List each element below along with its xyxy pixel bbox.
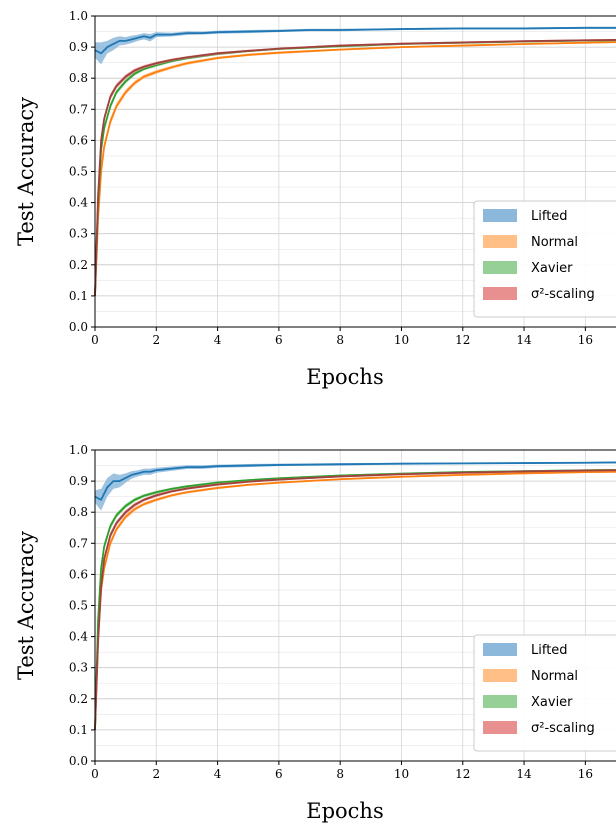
c1-series-1-line: [94, 470, 616, 730]
chart-bottom: 0.0 0.1 0.2 0.3 0.4 0.5 0.6 0.7 0.8 0.9 1.0 0 2 4 6 8 10…: [0, 434, 616, 834]
c1-legend: Lifted Normal Xavier σ²-scaling: [473, 634, 616, 752]
c0-ytick-label-1: 0.1: [69, 289, 88, 303]
c0-xtick-label-0: 0: [91, 333, 99, 347]
c0-ytick-label-3: 0.3: [69, 227, 88, 241]
c1-xtick-label-6: 12: [455, 767, 470, 781]
c0-series-1-line: [94, 41, 616, 296]
c1-ytick-label-4: 0.4: [69, 630, 88, 644]
c0-ylabel: Test Accuracy: [14, 97, 38, 246]
c0-ytick-label-6: 0.6: [69, 133, 88, 147]
chart-bottom-svg: 0.0 0.1 0.2 0.3 0.4 0.5 0.6 0.7 0.8 0.9 1.0 0 2 4 6 8 10…: [14, 443, 616, 823]
c0-xtick-label-6: 12: [455, 333, 470, 347]
c0-xtick-label-4: 8: [336, 333, 344, 347]
c0-series-1: [94, 41, 616, 300]
c0-legend-label-2: Xavier: [531, 261, 573, 276]
c1-xtick-label-8: 16: [578, 767, 593, 781]
c1-series-0-line: [94, 461, 616, 501]
c0-ytick-label-5: 0.5: [69, 165, 88, 179]
c0-legend-swatch-1: [483, 235, 517, 248]
c1-legend-label-1: Normal: [531, 669, 578, 684]
c1-legend-swatch-3: [483, 721, 517, 734]
c0-ytick-label-2: 0.2: [69, 258, 88, 272]
c0-xtick-label-5: 10: [394, 333, 409, 347]
c1-xtick-label-3: 6: [275, 767, 283, 781]
c0-series-0: [94, 26, 616, 65]
c0-grid: [94, 15, 616, 328]
c1-legend-swatch-1: [483, 669, 517, 682]
c0-xlabel: Epochs: [306, 365, 383, 389]
c1-series-3-line: [94, 469, 616, 730]
c1-ytick-label-10: 1.0: [69, 443, 88, 457]
c0-xtick-label-7: 14: [516, 333, 532, 347]
c1-legend-swatch-0: [483, 643, 517, 656]
c1-ytick-label-6: 0.6: [69, 567, 88, 581]
c0-xtick-label-1: 2: [152, 333, 160, 347]
c1-xtick-label-7: 14: [516, 767, 532, 781]
c0-xtick-label-3: 6: [275, 333, 283, 347]
c0-series-0-line: [94, 26, 616, 55]
c1-ytick-label-1: 0.1: [69, 723, 88, 737]
c1-xtick-label-4: 8: [336, 767, 344, 781]
c0-ytick-label-0: 0.0: [69, 320, 88, 334]
c0-legend: Lifted Normal Xavier σ²-scaling: [473, 200, 616, 318]
c1-ytick-label-7: 0.7: [69, 536, 88, 550]
c0-xtick-label-8: 16: [578, 333, 593, 347]
c1-series-0: [94, 461, 616, 511]
c0-ytick-label-4: 0.4: [69, 196, 88, 210]
c0-xtick-label-2: 4: [214, 333, 222, 347]
c0-legend-label-1: Normal: [531, 235, 578, 250]
c1-xtick-label-2: 4: [214, 767, 222, 781]
c0-ytick-label-8: 0.8: [69, 71, 88, 85]
c0-legend-swatch-2: [483, 261, 517, 274]
c1-ytick-label-8: 0.8: [69, 505, 88, 519]
c1-ytick-label-3: 0.3: [69, 661, 88, 675]
c1-xtick-label-0: 0: [91, 767, 99, 781]
c1-legend-label-3: σ²-scaling: [531, 721, 595, 736]
c1-legend-label-0: Lifted: [531, 643, 568, 658]
c1-series-1: [94, 470, 616, 734]
c1-xtick-label-1: 2: [152, 767, 160, 781]
c0-ytick-label-10: 1.0: [69, 9, 88, 23]
c1-series-3: [94, 469, 616, 734]
c1-ytick-label-0: 0.0: [69, 754, 88, 768]
c1-ytick-label-5: 0.5: [69, 599, 88, 613]
c0-legend-swatch-3: [483, 287, 517, 300]
c1-legend-swatch-2: [483, 695, 517, 708]
c0-series-3-line: [94, 39, 616, 296]
chart-top-svg: 0.0 0.1 0.2 0.3 0.4 0.5 0.6 0.7 0.8 0.9 1.0 0 2 4 6 8 10…: [14, 9, 616, 389]
c0-legend-label-3: σ²-scaling: [531, 287, 595, 302]
c1-ylabel: Test Accuracy: [14, 531, 38, 680]
c1-xtick-label-5: 10: [394, 767, 409, 781]
c1-ytick-label-9: 0.9: [69, 474, 88, 488]
c0-legend-label-0: Lifted: [531, 209, 568, 224]
c1-xlabel: Epochs: [306, 799, 383, 823]
c0-series-3: [94, 39, 616, 300]
chart-top: 0.0 0.1 0.2 0.3 0.4 0.5 0.6 0.7 0.8 0.9 1.0 0 2 4 6 8 10…: [0, 0, 616, 400]
c1-ytick-label-2: 0.2: [69, 692, 88, 706]
c0-legend-swatch-0: [483, 209, 517, 222]
c1-legend-label-2: Xavier: [531, 695, 573, 710]
c0-ytick-label-7: 0.7: [69, 102, 88, 116]
c0-ytick-label-9: 0.9: [69, 40, 88, 54]
